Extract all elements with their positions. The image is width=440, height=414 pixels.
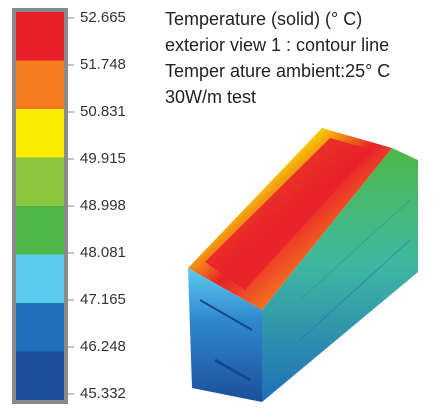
legend-swatch (16, 12, 64, 61)
info-line: Temperature (solid) (° C) (165, 9, 362, 29)
info-line: exterior view 1 : contour line (165, 35, 389, 55)
legend-swatch (16, 303, 64, 352)
legend-label: 47.165 (80, 291, 126, 308)
legend-swatch (16, 351, 64, 400)
legend-swatch (16, 254, 64, 303)
info-line: Temper ature ambient:25° C (165, 61, 390, 81)
legend-swatch (16, 60, 64, 109)
legend-label: 52.665 (80, 9, 126, 26)
legend-label: 50.831 (80, 103, 126, 120)
legend-label: 49.915 (80, 150, 126, 167)
legend: 52.665 51.748 50.831 49.915 48.998 48.081 47.1… (16, 9, 126, 402)
legend-label: 48.081 (80, 244, 126, 261)
legend-label: 48.998 (80, 197, 126, 214)
model-view (188, 128, 418, 402)
info-line: 30W/m test (165, 87, 256, 107)
legend-swatch (16, 109, 64, 158)
legend-label: 45.332 (80, 385, 126, 402)
legend-swatch (16, 157, 64, 206)
legend-label: 46.248 (80, 338, 126, 355)
legend-label: 51.748 (80, 56, 126, 73)
info-text: Temperature (solid) (° C) exterior view 1… (165, 9, 390, 107)
legend-swatch (16, 206, 64, 255)
